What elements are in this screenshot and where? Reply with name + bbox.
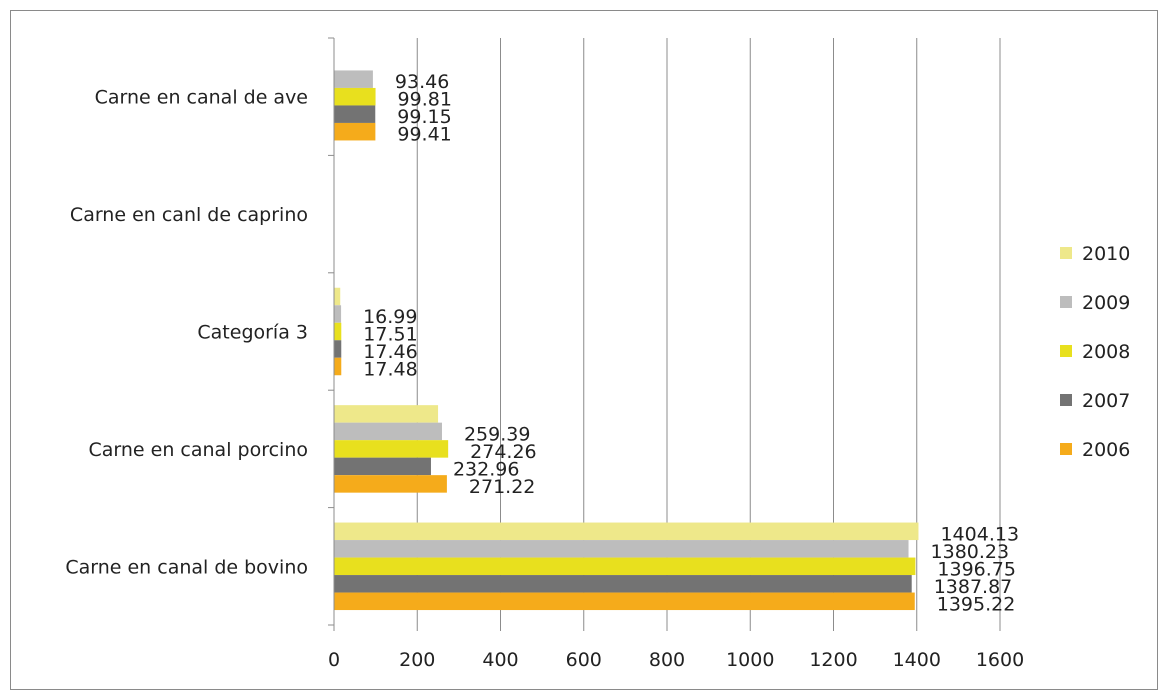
bar: [334, 87, 376, 106]
x-tick-label: 200: [399, 649, 435, 671]
category-label: Carne en canal de ave: [95, 87, 308, 109]
bar: [334, 105, 376, 123]
x-tick-label: 800: [649, 649, 685, 671]
category-label: Carne en canl de caprino: [70, 204, 308, 226]
data-label: 17.51: [363, 324, 417, 346]
data-label: 99.81: [398, 89, 452, 111]
legend-swatch: [1060, 394, 1072, 406]
bar: [334, 405, 439, 423]
data-label: 1395.22: [937, 593, 1016, 615]
data-label: 17.46: [363, 341, 417, 363]
legend-label: 2009: [1082, 292, 1130, 314]
bar: [334, 122, 376, 141]
data-label: 271.22: [469, 476, 535, 498]
x-tick-label: 400: [482, 649, 518, 671]
bar: [334, 575, 912, 593]
bar: [334, 357, 342, 376]
bar: [334, 70, 373, 88]
data-label: 274.26: [470, 441, 536, 463]
category-label: Carne en canal porcino: [89, 439, 309, 461]
legend-swatch: [1060, 296, 1072, 308]
legend: 2010 2009 2008 2007 2006: [1060, 243, 1130, 461]
legend-swatch: [1060, 345, 1072, 357]
legend-label: 2010: [1082, 243, 1130, 265]
data-label: 99.41: [397, 124, 451, 146]
data-label: 16.99: [363, 306, 417, 328]
data-label: 1387.87: [934, 576, 1013, 598]
legend-label: 2008: [1082, 341, 1130, 363]
bar: [334, 457, 431, 476]
bar: [334, 522, 919, 541]
data-label: 232.96: [453, 458, 519, 480]
legend-label: 2006: [1082, 439, 1130, 461]
bar: [334, 475, 447, 493]
bar: [334, 557, 916, 576]
legend-swatch: [1060, 443, 1072, 455]
category-label: Carne en canal de bovino: [65, 556, 308, 578]
category-label: Categoría 3: [197, 322, 308, 344]
bar: [334, 592, 915, 611]
x-tick-label: 1200: [809, 649, 857, 671]
legend-label: 2007: [1082, 390, 1130, 412]
data-label: 1404.13: [940, 523, 1019, 545]
axes: 0 200 400 600 800 1000 1200 1400 1600 Carne en ca…: [65, 37, 1024, 671]
bar: [334, 422, 442, 441]
x-tick-label: 600: [566, 649, 602, 671]
bars: [334, 70, 919, 611]
bar: [334, 322, 342, 341]
data-label: 17.48: [363, 359, 417, 381]
bar: [334, 540, 909, 558]
legend-swatch: [1060, 247, 1072, 259]
x-tick-label: 1400: [893, 649, 941, 671]
data-label: 1380.23: [931, 541, 1010, 563]
x-tick-label: 0: [328, 649, 340, 671]
bar: [334, 340, 342, 358]
bar: [334, 287, 341, 306]
bar: [334, 440, 449, 458]
x-tick-label: 1600: [976, 649, 1024, 671]
data-label: 1396.75: [937, 558, 1016, 580]
data-label: 259.39: [464, 423, 530, 445]
data-label: 99.15: [397, 106, 451, 128]
x-tick-label: 1000: [726, 649, 774, 671]
data-label: 93.46: [395, 71, 449, 93]
bar: [334, 305, 342, 323]
